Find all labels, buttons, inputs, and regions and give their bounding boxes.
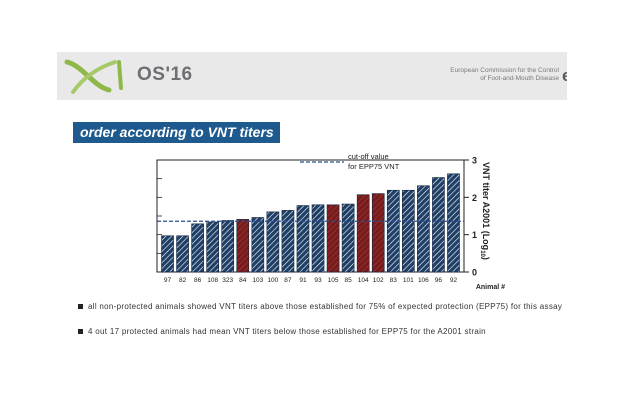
bar-animal-91: [296, 205, 310, 273]
bar-animal-103: [251, 217, 265, 273]
organisation-line-2: of Foot-and-Mouth Disease: [480, 75, 559, 82]
event-name: OS'16: [137, 64, 193, 85]
x-tick-label: 82: [179, 277, 187, 284]
section-title: order according to VNT titers: [73, 122, 280, 143]
x-tick-label: 105: [328, 277, 339, 284]
bar-animal-96: [432, 177, 445, 273]
y-tick-label: 3: [472, 156, 477, 166]
x-tick-label: 101: [403, 277, 414, 284]
cutoff-label-line-2: for EPP75 VNT: [348, 162, 400, 171]
y-tick-label: 1: [472, 230, 477, 240]
x-tick-label: 108: [207, 277, 218, 284]
x-tick-label: 103: [252, 277, 263, 284]
organisation-line-1: European Commission for the Control: [450, 67, 559, 74]
x-tick-label: 96: [435, 277, 443, 284]
bar-animal-106: [417, 185, 430, 273]
bar-animal-86: [191, 223, 204, 273]
bar-animal-93: [311, 204, 325, 273]
x-tick-label: 104: [358, 277, 369, 284]
bar-animal-108: [206, 221, 219, 273]
x-tick-label: 323: [222, 277, 233, 284]
bar-animal-105: [326, 204, 340, 273]
x-tick-label: 102: [373, 277, 384, 284]
bar-animal-104: [356, 194, 370, 273]
y-axis-label-main: VNT titer A2001 (Log: [481, 162, 491, 250]
x-tick-label: 85: [345, 277, 353, 284]
x-axis-label: Animal #: [476, 284, 505, 291]
brand-logo: eofmd: [562, 66, 567, 86]
brand-prefix: e: [562, 66, 567, 85]
bar-animal-87: [281, 210, 295, 273]
x-tick-label: 93: [314, 277, 322, 284]
header-banner: OS'16 European Commission for the Contro…: [57, 52, 567, 100]
x-tick-label: 91: [299, 277, 307, 284]
bar-animal-323: [221, 220, 235, 273]
x-tick-label: 84: [239, 277, 247, 284]
bar-animal-82: [176, 235, 189, 273]
bullet-2: 4 out 17 protected animals had mean VNT …: [78, 326, 568, 338]
x-tick-label: 97: [164, 277, 172, 284]
bar-animal-100: [266, 211, 280, 273]
bar-animal-102: [371, 193, 385, 273]
x-tick-label: 87: [284, 277, 292, 284]
y-axis-label-close: ): [481, 257, 491, 260]
bar-animal-83: [386, 189, 400, 273]
bullet-1: all non-protected animals showed VNT tit…: [78, 301, 568, 313]
y-tick-label: 0: [472, 268, 477, 278]
bar-animal-92: [447, 173, 460, 273]
y-tick-label: 2: [472, 193, 477, 203]
bar-animal-97: [161, 235, 174, 273]
y-axis-label: VNT titer A2001 (Log10): [479, 162, 491, 260]
x-tick-label: 83: [390, 277, 398, 284]
os16-logo-icon: [64, 59, 123, 94]
x-tick-label: 106: [418, 277, 429, 284]
organisation-name: European Commission for the Control of F…: [439, 67, 559, 83]
cutoff-label-line-1: cut-off value: [348, 152, 389, 161]
bar-animal-101: [402, 189, 415, 273]
y-axis-label-sub: 10: [479, 250, 485, 257]
x-tick-label: 86: [194, 277, 202, 284]
x-tick-label: 100: [267, 277, 278, 284]
bar-animal-85: [341, 203, 355, 273]
bar-animal-84: [236, 219, 250, 273]
x-tick-label: 92: [450, 277, 458, 284]
